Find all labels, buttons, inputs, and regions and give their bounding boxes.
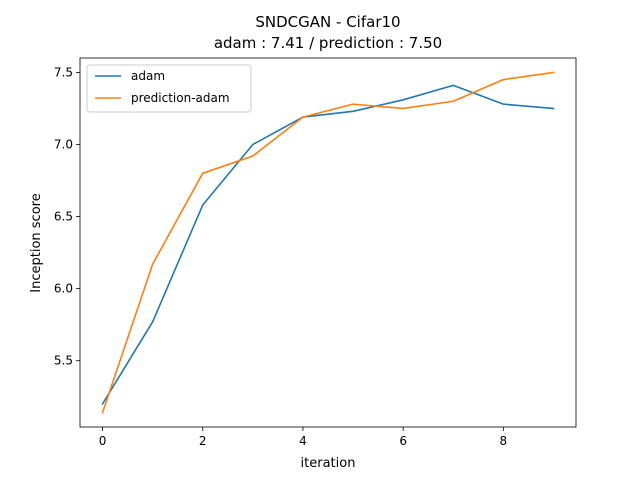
y-tick-label: 5.5 <box>54 354 73 368</box>
legend: adam prediction-adam <box>86 64 252 113</box>
legend-label-adam: adam <box>131 69 165 83</box>
x-tick-label: 2 <box>199 434 207 448</box>
x-tick-label: 6 <box>399 434 407 448</box>
series-layer <box>101 71 555 414</box>
legend-label-prediction-adam: prediction-adam <box>131 91 230 105</box>
chart-title-line2: adam : 7.41 / prediction : 7.50 <box>214 34 442 52</box>
x-tick-label: 8 <box>500 434 508 448</box>
y-tick-label: 6.0 <box>54 282 73 296</box>
y-axis-label: Inception score <box>29 193 44 292</box>
chart-title-line1: SNDCGAN - Cifar10 <box>255 13 400 31</box>
y-tick-label: 7.0 <box>54 137 73 151</box>
plot-frame <box>79 57 577 428</box>
x-tick-label: 0 <box>99 434 107 448</box>
series-line-prediction-adam <box>101 71 555 414</box>
axis-ticks: 0 2 4 6 8 5.5 6.0 6.5 7.0 7.5 <box>54 65 507 448</box>
legend-box <box>86 64 252 113</box>
y-tick-label: 7.5 <box>54 65 73 79</box>
y-tick-label: 6.5 <box>54 210 73 224</box>
series-line-adam <box>101 84 555 406</box>
x-tick-label: 4 <box>299 434 307 448</box>
x-axis-label: iteration <box>301 456 356 471</box>
